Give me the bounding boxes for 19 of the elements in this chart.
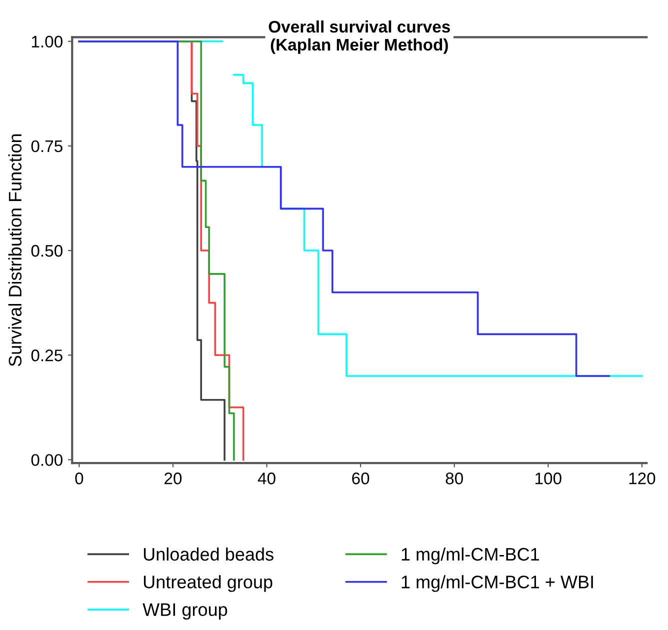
legend-label: 1 mg/ml-CM-BC1 <box>402 547 540 564</box>
y-tick-label: 0.75 <box>31 140 62 152</box>
legend-label: Untreated group <box>144 575 272 592</box>
y-tick-label: 0.50 <box>31 244 62 257</box>
legend-label: WBI group <box>142 603 228 620</box>
y-tick-label: 1.00 <box>32 36 62 48</box>
x-tick-label: 20 <box>164 472 182 484</box>
x-tick-label: 80 <box>446 472 463 484</box>
y-tick-label: 0.00 <box>31 454 62 466</box>
x-tick-label: 0 <box>75 472 84 484</box>
chart-title: Overall survival curves (Kaplan Meier Method) <box>268 20 450 54</box>
y-axis-title: Survival Distribution Function <box>8 134 22 366</box>
x-tick-label: 120 <box>629 472 656 484</box>
x-tick-label: 60 <box>352 472 370 484</box>
x-tick-label: 100 <box>536 472 562 484</box>
x-tick-label: 40 <box>258 472 276 484</box>
legend-label: Unloaded beads <box>144 547 274 561</box>
legend-label: 1 mg/ml-CM-BC1 + WBI <box>402 575 593 592</box>
y-tick-label: 0.25 <box>31 350 62 362</box>
